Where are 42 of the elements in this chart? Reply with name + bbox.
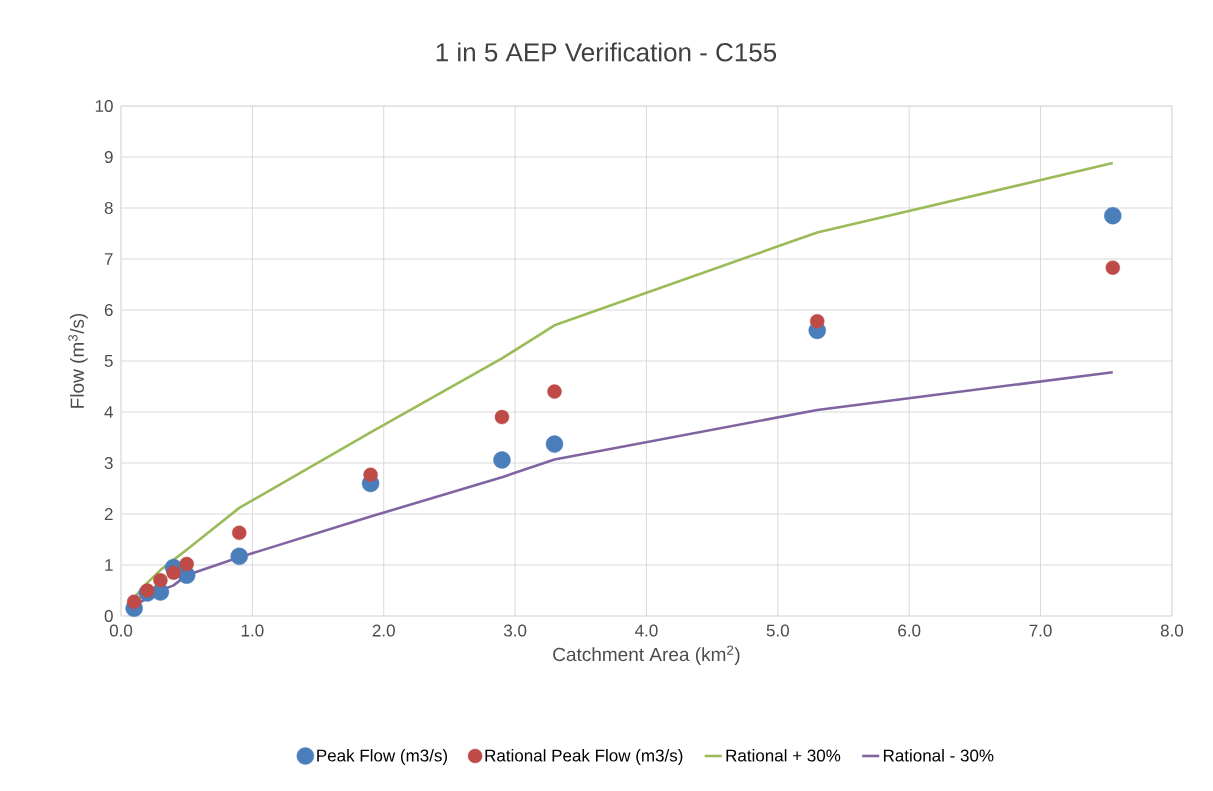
point xyxy=(810,314,825,329)
point xyxy=(166,565,181,580)
point xyxy=(1105,260,1120,275)
point xyxy=(1104,206,1122,225)
x-tick-label: 5.0 xyxy=(766,624,789,637)
x-axis-title: Catchment Area (km$^{2}$) xyxy=(553,645,740,665)
legend-label: Peak Flow (m3/s) xyxy=(317,749,448,765)
point xyxy=(547,384,562,399)
point xyxy=(493,451,511,469)
x-tick-label: 0.0 xyxy=(109,624,133,637)
point xyxy=(545,435,564,453)
point xyxy=(126,594,142,609)
legend-label: Rational + 30% xyxy=(726,749,841,762)
point xyxy=(232,525,247,541)
x-tick-label: 6.0 xyxy=(898,624,921,637)
y-tick-label: 1 xyxy=(105,559,113,571)
point xyxy=(494,409,510,425)
y-tick-label: 0 xyxy=(104,609,113,623)
point xyxy=(179,556,194,572)
chart-title: 1 in 5 AEP Verification - C155 xyxy=(436,42,777,62)
x-tick-label: 4.0 xyxy=(635,624,658,637)
x-tick-label: 8.0 xyxy=(1160,624,1184,637)
y-tick-label: 7 xyxy=(104,253,113,265)
y-tick-label: 3 xyxy=(104,456,113,470)
point xyxy=(230,547,248,566)
legend-label: Rational - 30% xyxy=(883,749,994,762)
x-tick-label: 7.0 xyxy=(1029,624,1052,637)
point xyxy=(153,573,168,588)
y-tick-label: 5 xyxy=(104,355,113,367)
point xyxy=(140,583,155,598)
point xyxy=(363,467,378,482)
y-tick-label: 2 xyxy=(104,508,113,520)
x-tick-label: 1.0 xyxy=(241,624,264,637)
y-tick-label: 4 xyxy=(104,406,113,418)
y-tick-label: 8 xyxy=(104,201,113,215)
x-tick-label: 3.0 xyxy=(503,624,527,637)
y-tick-label: 6 xyxy=(104,303,113,317)
legend-label: Rational Peak Flow (m3/s) xyxy=(485,749,683,765)
y-tick-label: 9 xyxy=(104,150,113,164)
y-tick-label: 10 xyxy=(95,99,113,113)
x-tick-label: 2.0 xyxy=(372,624,395,637)
y-axis-title: Flow (m$^{3}$/s) xyxy=(68,313,88,408)
